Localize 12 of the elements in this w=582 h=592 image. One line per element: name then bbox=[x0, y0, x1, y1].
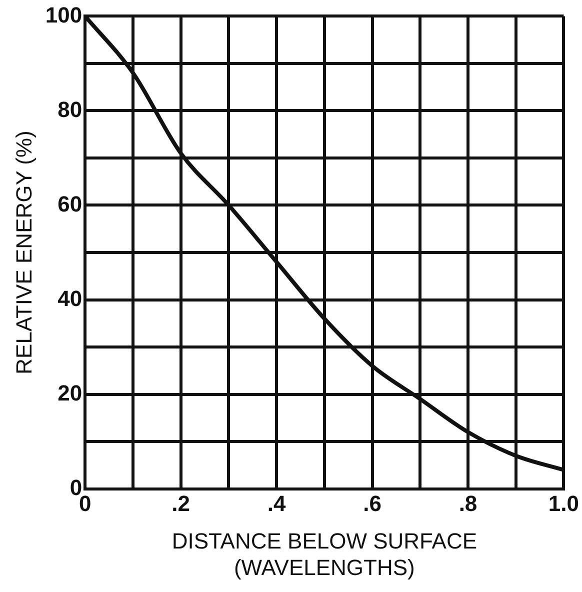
x-axis-title: DISTANCE BELOW SURFACE (WAVELENGTHS) bbox=[172, 528, 478, 580]
x-tick-label: .8 bbox=[458, 491, 478, 516]
y-tick-label: 20 bbox=[58, 380, 82, 406]
x-tick-label: .6 bbox=[363, 491, 382, 516]
y-tick-label: 60 bbox=[58, 191, 82, 216]
y-tick-label: 40 bbox=[58, 286, 82, 311]
y-tick-label: 100 bbox=[45, 2, 82, 28]
x-tick-label: 1.0 bbox=[548, 491, 580, 516]
y-tick-label: 80 bbox=[58, 96, 82, 122]
x-tick-label: .2 bbox=[172, 491, 190, 516]
y-axis-title: RELATIVE ENERGY (%) bbox=[11, 130, 36, 374]
x-tick-label: .4 bbox=[267, 491, 286, 516]
